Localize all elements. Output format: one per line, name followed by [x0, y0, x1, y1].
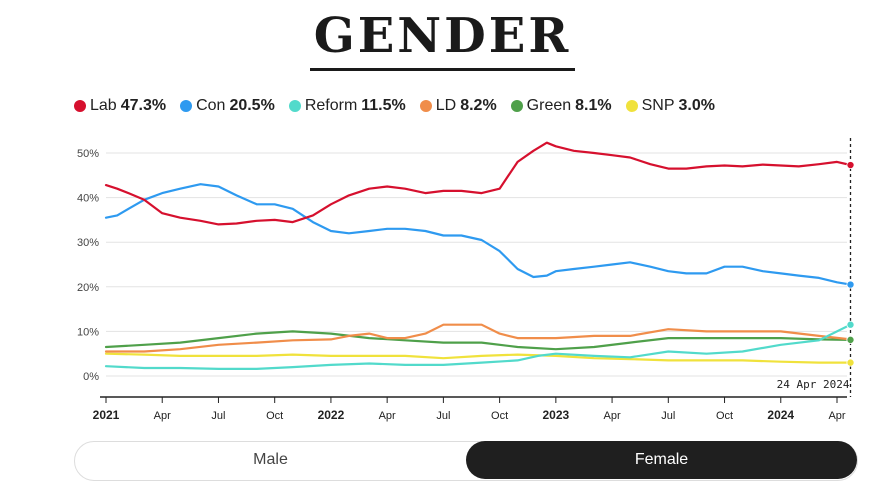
male-toggle-button[interactable]: Male [253, 451, 288, 468]
legend-label: SNP [641, 97, 675, 114]
legend-label: Green [526, 97, 572, 114]
legend-item-ld: LD 8.2% [419, 97, 497, 115]
end-point-reform [846, 320, 855, 329]
legend-swatch [419, 100, 432, 112]
series-line-ld [104, 323, 852, 353]
series-line-lab [104, 141, 852, 226]
legend-label: Lab [90, 97, 117, 114]
legend-swatch [288, 100, 301, 112]
y-tick-label: 0% [83, 371, 99, 383]
chart-legend: Lab 47.3% Con 20.5% Reform 11.5% LD 8.2% Green 8.… [74, 97, 715, 115]
end-point-con [846, 280, 855, 289]
legend-label: Con [196, 97, 226, 114]
x-tick-label: Oct [491, 410, 508, 422]
y-tick-label: 10% [77, 326, 99, 338]
legend-label: Reform [304, 97, 358, 114]
x-tick-label: Apr [828, 410, 845, 422]
x-tick-label: Apr [604, 410, 621, 422]
y-tick-label: 20% [77, 282, 99, 294]
end-date-label: 24 Apr 2024 [777, 378, 850, 391]
y-tick-label: 50% [77, 148, 99, 160]
x-tick-label: Jul [661, 410, 675, 422]
series-line-green [104, 330, 852, 351]
legend-item-reform: Reform 11.5% [288, 97, 406, 115]
x-tick-label: 2024 [767, 408, 794, 422]
legend-value: 8.2% [460, 97, 497, 114]
x-tick-label: 2023 [542, 408, 569, 422]
legend-item-lab: Lab 47.3% [74, 97, 166, 115]
x-tick-label: Jul [436, 410, 450, 422]
end-point-lab [846, 161, 855, 170]
gender-toggle: Male Female [74, 441, 858, 481]
x-tick-label: 2022 [318, 408, 345, 422]
legend-item-green: Green 8.1% [510, 97, 612, 115]
x-tick-label: Oct [266, 410, 283, 422]
page-title: GENDER [0, 8, 885, 71]
end-point-snp [846, 358, 855, 367]
legend-value: 3.0% [678, 97, 715, 114]
page-title-text: GENDER [309, 8, 576, 71]
legend-swatch [510, 100, 523, 112]
legend-swatch [180, 100, 193, 112]
legend-value: 11.5% [361, 97, 406, 114]
legend-swatch [625, 100, 638, 112]
legend-value: 20.5% [229, 97, 275, 114]
legend-item-snp: SNP 3.0% [625, 97, 715, 115]
x-tick-label: Apr [154, 410, 171, 422]
legend-value: 8.1% [575, 97, 612, 114]
x-tick-label: 2021 [93, 408, 120, 422]
legend-label: LD [435, 97, 457, 114]
series-line-snp [104, 352, 852, 364]
y-tick-label: 30% [77, 237, 99, 249]
x-tick-label: Jul [211, 410, 225, 422]
x-tick-label: Oct [716, 410, 733, 422]
end-point-green [846, 335, 855, 344]
legend-swatch [74, 100, 86, 112]
legend-value: 47.3% [120, 97, 167, 114]
series-line-con [104, 183, 852, 286]
y-tick-label: 40% [77, 193, 99, 205]
female-toggle-button[interactable]: Female [466, 441, 857, 479]
x-tick-label: Apr [379, 410, 396, 422]
legend-item-con: Con 20.5% [180, 97, 275, 115]
series-line-reform [104, 323, 852, 370]
line-chart: 0% 10% 20% 30% 40% 50% 2021 Apr Jul Oct 2022 Apr Jul… [77, 138, 855, 422]
